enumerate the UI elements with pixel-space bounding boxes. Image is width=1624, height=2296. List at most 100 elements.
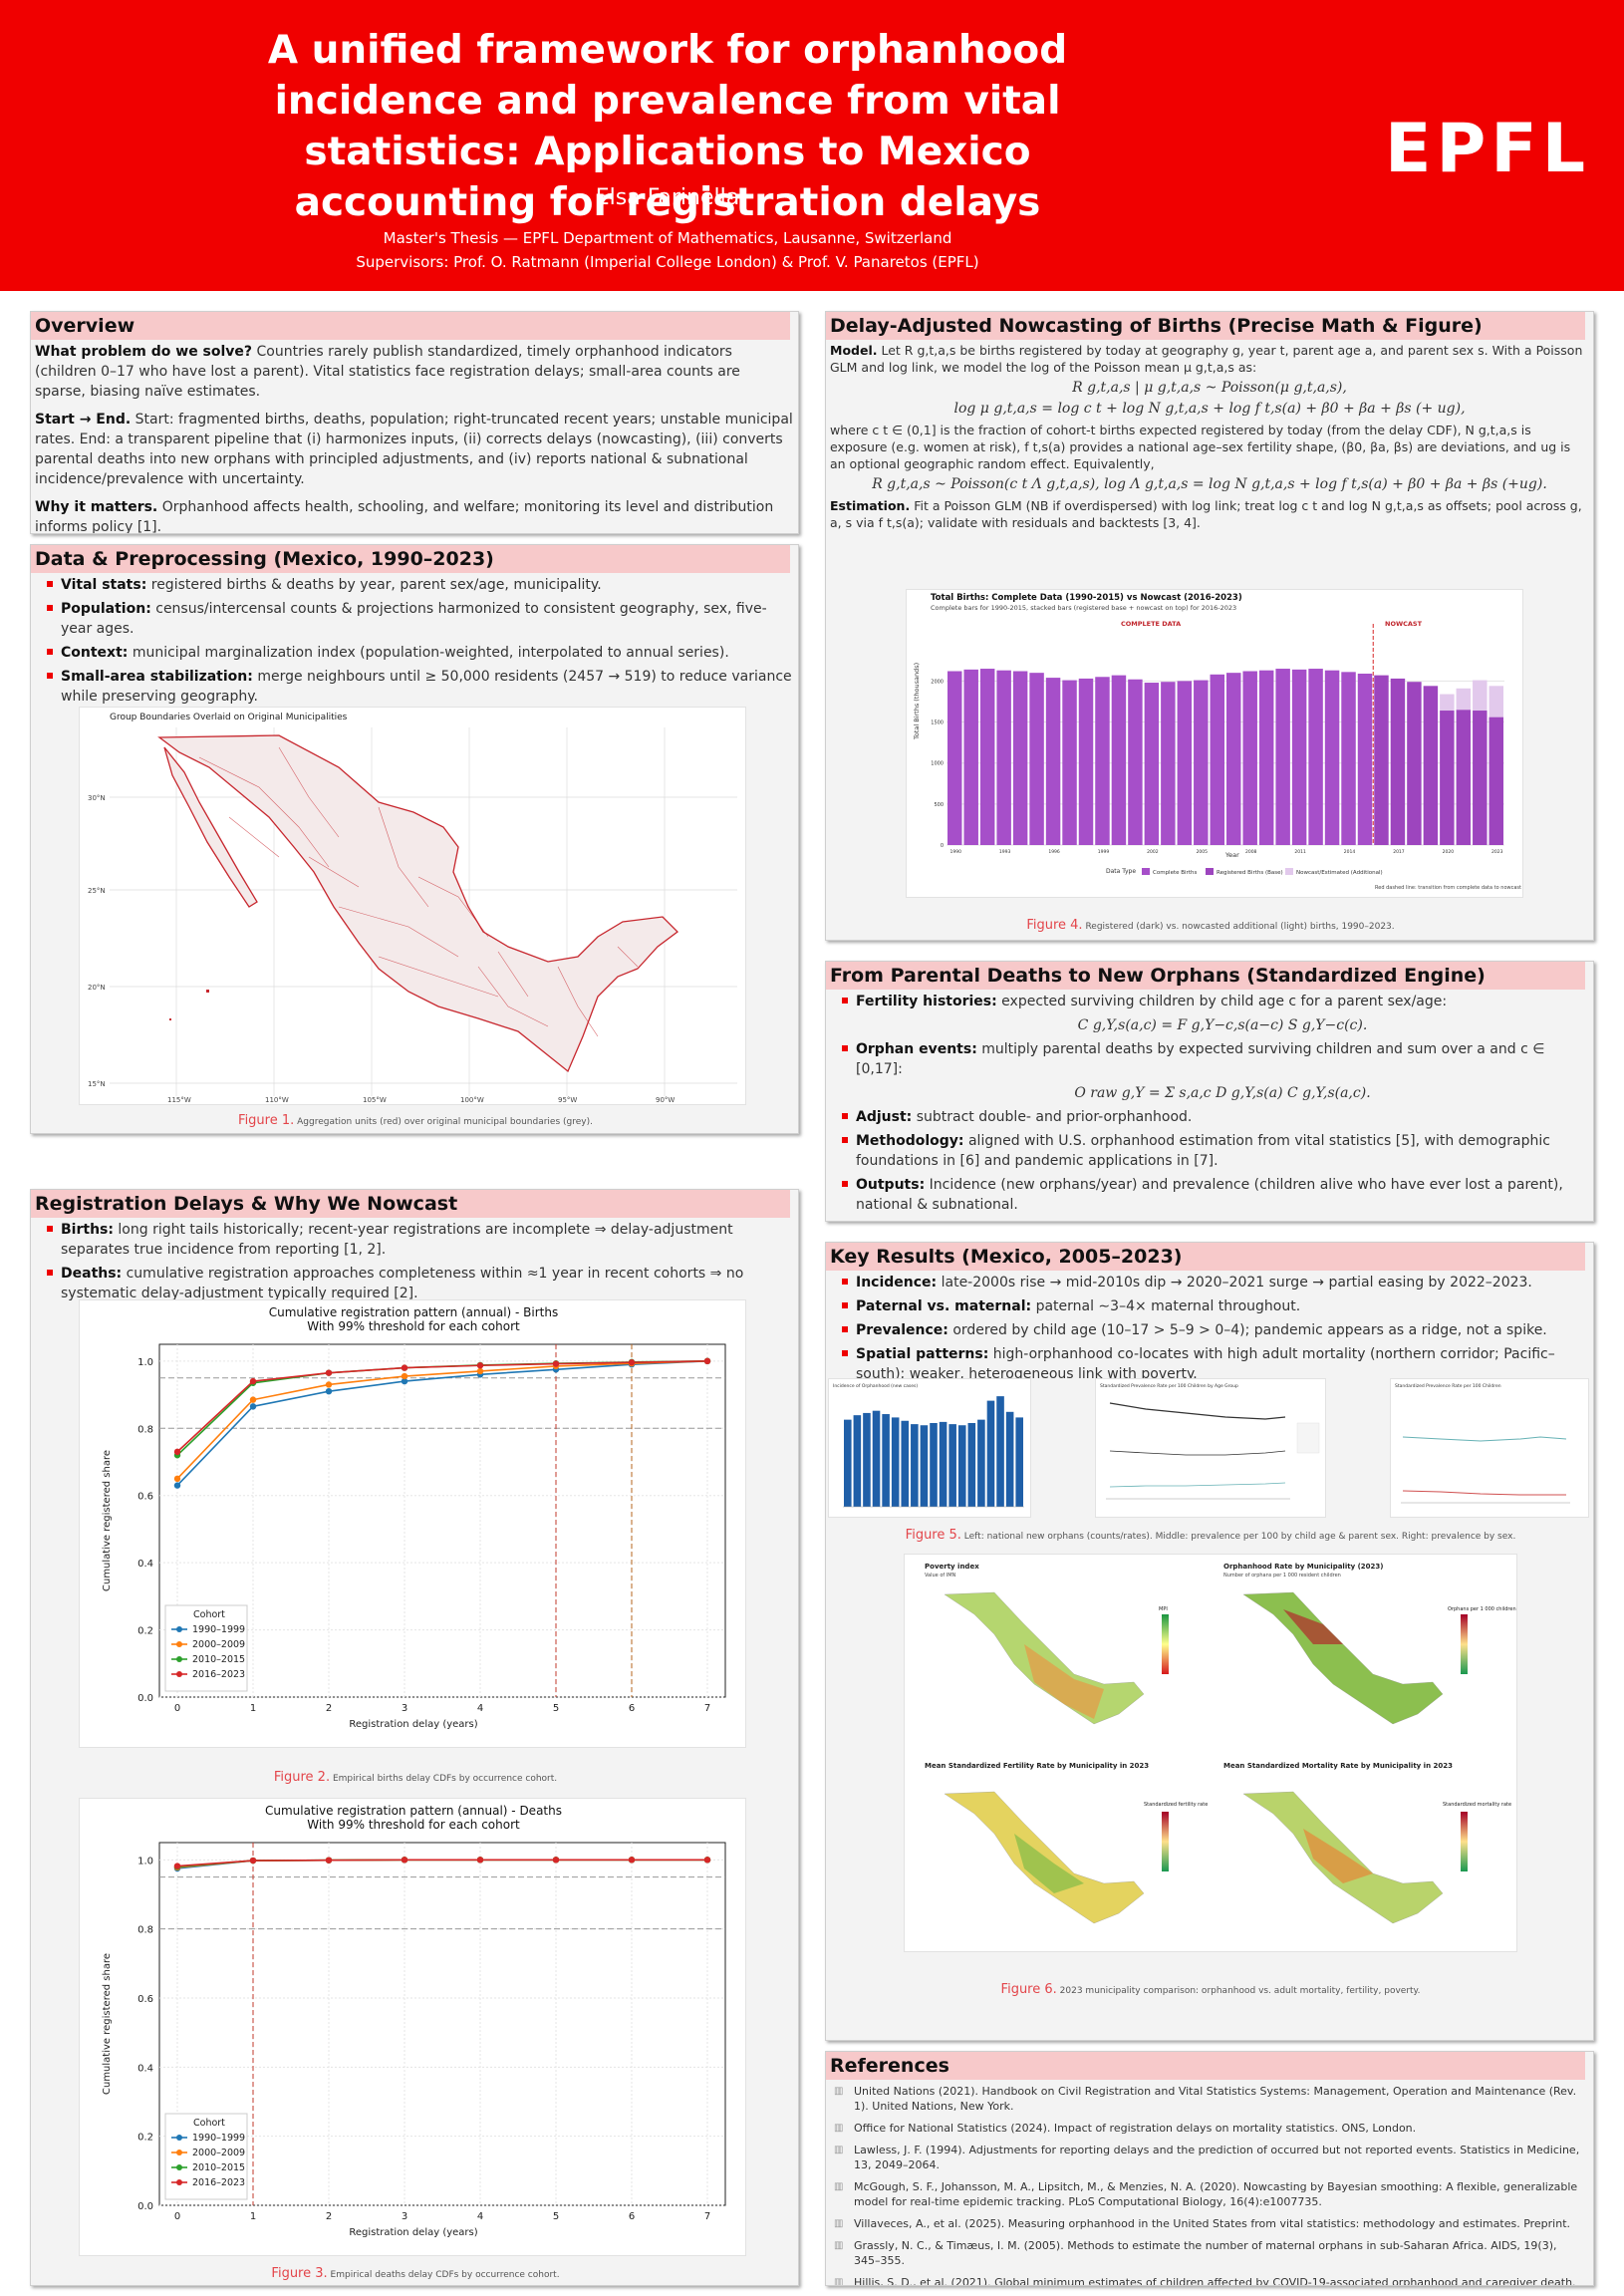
x-tick-label: 4 xyxy=(477,2211,483,2222)
legend-item: Registered Births (Base) xyxy=(1217,870,1283,876)
overview-text: Countries rarely publish standardized, t… xyxy=(35,344,740,400)
estimation-text: Fit a Poisson GLM (NB if overdispersed) … xyxy=(830,498,1582,530)
bar xyxy=(1194,680,1209,845)
bar xyxy=(1357,673,1373,845)
y-tick-label: 0.2 xyxy=(137,1626,153,1637)
baja-california xyxy=(163,746,258,908)
list-item: Deaths: cumulative registration approach… xyxy=(47,1264,794,1303)
series-line xyxy=(176,1360,708,1487)
lat-label: 15°N xyxy=(88,1080,106,1088)
legend-label: 2016–2023 xyxy=(192,2177,245,2188)
reference-item: United Nations (2021). Handbook on Civil… xyxy=(834,2084,1585,2114)
lat-label: 20°N xyxy=(88,984,106,992)
bar xyxy=(863,1412,871,1507)
bar xyxy=(1161,682,1176,845)
equation: C g,Y,s(a,c) = F g,Y−c,s(a−c) S g,Y−c(c)… xyxy=(1077,1017,1368,1033)
map-subtitle: Value of IMN xyxy=(925,1573,956,1578)
data-point xyxy=(552,1857,560,1864)
bar xyxy=(957,1425,966,1507)
list-item: Population: census/intercensal counts & … xyxy=(47,599,794,639)
equation: R g,t,a,s ~ Poisson(c t Λ g,t,a,s), log … xyxy=(872,476,1547,492)
bar xyxy=(1012,671,1028,845)
x-tick-label: 3 xyxy=(402,2211,407,2222)
reference-item: McGough, S. F., Johansson, M. A., Lipsit… xyxy=(834,2179,1585,2209)
map-title: Poverty index xyxy=(925,1563,979,1571)
affiliation: Master's Thesis — EPFL Department of Mat… xyxy=(0,226,1335,274)
data-point xyxy=(249,1396,257,1403)
list-item: Small-area stabilization: merge neighbou… xyxy=(47,667,794,707)
legend-label: 2000–2009 xyxy=(192,1639,245,1650)
bar-nowcast xyxy=(1473,680,1488,712)
legend-label: 2010–2015 xyxy=(192,1654,245,1665)
legend-marker xyxy=(176,1641,182,1647)
bar xyxy=(853,1415,862,1507)
section-title: Key Results (Mexico, 2005–2023) xyxy=(826,1243,1585,1271)
births-delay-figure: Cumulative registration pattern (annual)… xyxy=(79,1299,746,1748)
legend-label: 2016–2023 xyxy=(192,1669,245,1680)
series-line xyxy=(176,1360,708,1456)
x-tick-label: 2 xyxy=(326,1703,332,1714)
bar xyxy=(977,1419,985,1507)
x-tick-label: 2 xyxy=(326,2211,332,2222)
bar xyxy=(911,1424,919,1507)
lon-label: 100°W xyxy=(460,1096,484,1104)
model-where: where c t ∈ (0,1] is the fraction of coh… xyxy=(830,423,1571,471)
figure-caption: Figure 5. Left: national new orphans (co… xyxy=(905,1528,1516,1543)
data-point xyxy=(401,1364,408,1371)
complete-label: COMPLETE DATA xyxy=(1121,620,1181,628)
bar xyxy=(1005,1411,1014,1507)
bar xyxy=(1111,675,1127,845)
data-point xyxy=(249,1403,257,1410)
bar xyxy=(1341,672,1356,845)
data-point xyxy=(173,1482,181,1489)
bar xyxy=(1045,678,1061,845)
x-tick-label: 0 xyxy=(174,1703,180,1714)
map-shading xyxy=(1303,1829,1373,1883)
chart-title: Total Births: Complete Data (1990-2015) … xyxy=(931,593,1242,603)
legend-title: Data Type xyxy=(1106,868,1136,875)
x-tick-label: 6 xyxy=(629,2211,635,2222)
bar xyxy=(844,1419,852,1507)
map-legend-bar xyxy=(1461,1614,1468,1674)
section-title: Data & Preprocessing (Mexico, 1990–2023) xyxy=(31,545,790,573)
figure-caption: Figure 2. Empirical births delay CDFs by… xyxy=(273,1770,558,1785)
map-shading xyxy=(1024,1644,1104,1719)
prevalence-line xyxy=(1109,1482,1286,1488)
x-tick-label: 6 xyxy=(629,1703,635,1714)
y-tick-label: 1000 xyxy=(931,761,944,767)
map-subtitle: Number of orphans per 1 000 resident chi… xyxy=(1223,1573,1341,1578)
y-axis-label: Total Births (thousands) xyxy=(913,663,921,740)
bar xyxy=(1128,679,1143,845)
author: Elsa Farinella xyxy=(595,185,740,210)
data-point xyxy=(476,1857,484,1864)
list-item: Paternal vs. maternal: paternal ∼3–4× ma… xyxy=(842,1296,1589,1316)
y-axis-label: Cumulative registered share xyxy=(102,1953,113,2095)
data-point xyxy=(476,1362,484,1369)
bar xyxy=(1242,671,1257,845)
map-title: Orphanhood Rate by Municipality (2023) xyxy=(1223,1563,1383,1571)
overview-text: Orphanhood affects health, schooling, an… xyxy=(35,499,774,534)
bar xyxy=(872,1410,881,1507)
y-tick-label: 0.8 xyxy=(137,1424,153,1435)
nowcast-label: NOWCAST xyxy=(1385,620,1423,628)
data-point xyxy=(173,1448,181,1456)
figure-label: Figure 6. xyxy=(1000,1982,1057,1997)
bar xyxy=(996,1396,1004,1507)
x-axis-label: Registration delay (years) xyxy=(349,2227,477,2238)
x-tick-label: 1993 xyxy=(999,849,1011,855)
data-point xyxy=(325,1381,333,1388)
data-point xyxy=(325,1388,333,1395)
nowcast-figure: Total Births: Complete Data (1990-2015) … xyxy=(906,589,1523,898)
reference-item: Villaveces, A., et al. (2025). Measuring… xyxy=(834,2216,1585,2231)
y-tick-label: 2000 xyxy=(931,679,944,685)
prevalence-line xyxy=(1402,1490,1566,1496)
reference-item: Grassly, N. C., & Timæus, I. M. (2005). … xyxy=(834,2238,1585,2268)
overview-panel: Overview What problem do we solve? Count… xyxy=(30,311,799,534)
mini-chart-title: Standardized Prevalence Rate per 100 Chi… xyxy=(1395,1383,1501,1389)
list-item: Context: municipal marginalization index… xyxy=(47,643,794,663)
equation: log μ g,t,a,s = log c t + log N g,t,a,s … xyxy=(953,401,1466,417)
y-tick-label: 1.0 xyxy=(137,1856,153,1866)
lat-label: 25°N xyxy=(88,887,106,895)
chart-title: Cumulative registration pattern (annual)… xyxy=(269,1305,559,1319)
bar xyxy=(1275,669,1290,845)
